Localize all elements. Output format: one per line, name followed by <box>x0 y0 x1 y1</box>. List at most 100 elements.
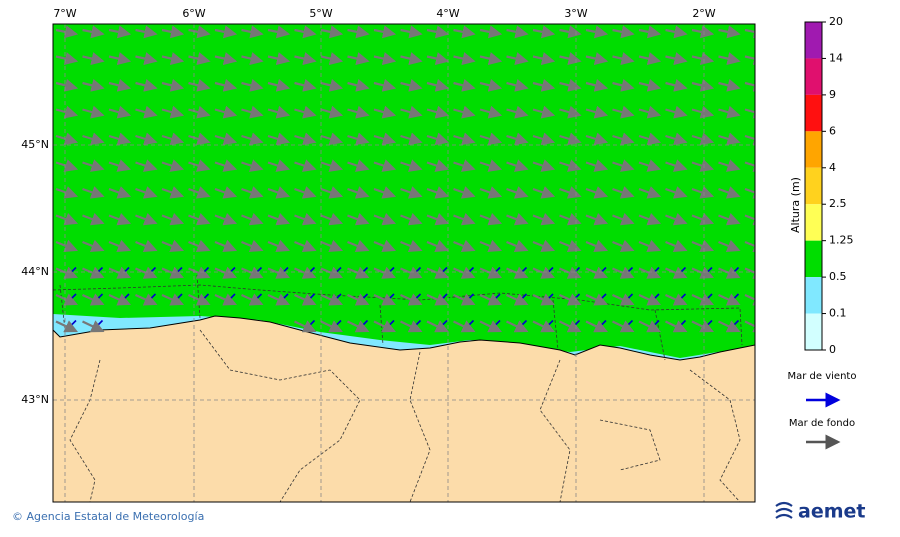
swell-arrow <box>55 25 79 39</box>
wind-sea-arrow <box>97 293 104 299</box>
swell-arrow <box>373 320 396 333</box>
swell-arrow <box>453 212 476 226</box>
swell-arrow <box>294 52 317 66</box>
swell-arrow <box>426 132 450 146</box>
swell-arrow <box>744 212 755 226</box>
swell-arrow <box>744 320 755 333</box>
wind-sea-arrow <box>654 293 660 299</box>
lat-label: 45°N <box>21 138 49 151</box>
swell-arrow <box>426 239 450 253</box>
swell-arrow <box>453 25 476 39</box>
wind-sea-arrow <box>442 319 448 326</box>
swell-arrow <box>188 105 211 119</box>
swell-arrow <box>479 159 503 172</box>
swell-arrow <box>612 320 635 333</box>
wind-sea-arrow <box>309 293 316 299</box>
swell-arrow <box>241 212 264 226</box>
swell-arrow <box>744 105 755 119</box>
swell-arrow <box>294 186 317 199</box>
wind-sea-arrow <box>495 319 501 326</box>
swell-arrow <box>241 132 264 146</box>
swell-arrow <box>612 52 635 66</box>
swell-arrow <box>214 78 238 92</box>
lat-label: 44°N <box>21 265 49 278</box>
swell-arrow <box>400 320 423 333</box>
swell-arrow <box>135 132 158 146</box>
swell-arrow <box>347 105 370 119</box>
swell-arrow <box>347 293 370 306</box>
swell-arrow <box>585 186 609 199</box>
wind-sea-arrow <box>256 293 263 299</box>
swell-arrow <box>691 293 715 306</box>
swell-arrow <box>188 239 211 253</box>
swell-arrow <box>135 186 158 199</box>
swell-arrow <box>108 239 132 253</box>
swell-arrow <box>453 78 476 92</box>
colorbar-label: 0 <box>829 343 836 356</box>
lon-label: 4°W <box>436 7 459 20</box>
swell-arrow <box>400 239 423 253</box>
swell-arrow <box>479 320 502 333</box>
swell-arrow <box>161 293 185 306</box>
swell-arrow <box>82 78 105 92</box>
swell-arrow <box>108 52 132 66</box>
swell-arrow <box>214 266 238 279</box>
wind-sea-arrow <box>336 293 342 299</box>
swell-arrow <box>55 132 79 146</box>
colorbar-title: Altura (m) <box>789 177 802 233</box>
swell-arrow <box>718 186 741 199</box>
swell-arrow <box>294 212 317 226</box>
swell-arrow <box>532 239 556 253</box>
swell-arrow <box>108 159 132 172</box>
wind-sea-arrow <box>627 293 634 299</box>
wind-sea-arrow <box>707 293 713 299</box>
swell-arrow <box>559 105 582 119</box>
swell-arrow <box>55 239 79 253</box>
swell-arrow <box>108 186 132 199</box>
wind-sea-arrow <box>177 266 183 273</box>
wind-sea-arrow <box>574 319 581 326</box>
swell-arrow <box>267 239 291 253</box>
wind-sea-arrow <box>601 266 607 273</box>
wind-sea-arrow <box>707 319 713 326</box>
swell-arrow <box>267 78 291 92</box>
swell-arrow <box>188 52 211 66</box>
swell-arrow <box>82 52 105 66</box>
swell-arrow <box>55 212 79 226</box>
wind-sea-arrow <box>177 293 183 299</box>
swell-arrow <box>479 52 503 66</box>
wind-sea-arrow <box>97 319 104 326</box>
swell-arrow <box>691 78 715 92</box>
wind-sea-arrow <box>389 293 395 299</box>
swell-arrow <box>744 293 755 306</box>
swell-arrow <box>320 52 344 66</box>
wind-sea-arrow <box>150 266 157 273</box>
swell-arrow <box>718 105 741 119</box>
swell-arrow <box>691 186 715 199</box>
swell-arrow <box>214 293 238 306</box>
wind-sea-arrow <box>336 266 342 273</box>
swell-arrow <box>82 239 105 253</box>
legend-label: Mar de viento <box>788 371 857 382</box>
swell-arrow <box>241 186 264 199</box>
map <box>53 24 765 502</box>
swell-arrow <box>585 212 609 226</box>
swell-arrow <box>638 25 662 39</box>
swell-arrow <box>691 320 714 333</box>
logo-icon <box>775 501 793 519</box>
lon-label: 7°W <box>53 7 76 20</box>
swell-arrow <box>718 293 741 306</box>
wind-sea-arrow <box>415 319 422 326</box>
wind-sea-arrow <box>680 293 687 299</box>
swell-arrow <box>320 25 344 39</box>
swell-arrow <box>347 186 370 199</box>
swell-arrow <box>691 52 715 66</box>
swell-arrow <box>532 132 556 146</box>
swell-arrow <box>744 25 755 39</box>
wind-sea-arrow <box>761 321 765 325</box>
swell-arrow <box>559 266 582 279</box>
swell-arrow <box>506 266 529 279</box>
swell-arrow <box>559 132 582 146</box>
colorbar-band <box>805 277 822 314</box>
swell-arrow <box>453 105 476 119</box>
